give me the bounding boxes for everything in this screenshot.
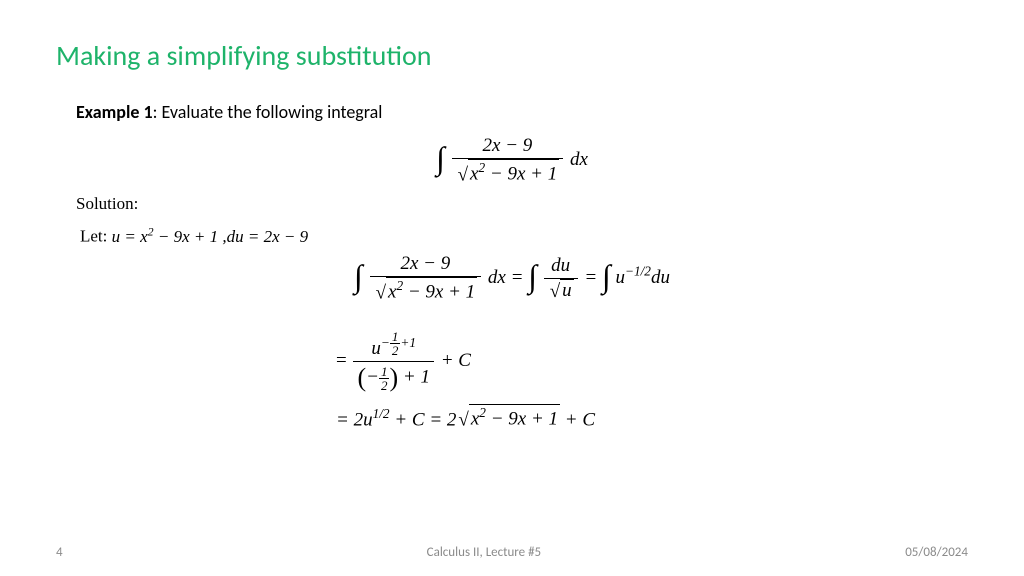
solution-label: Solution: [76, 194, 968, 214]
denominator: √x2 − 9x + 1 [452, 159, 564, 186]
integral-sign: ∫ [436, 140, 445, 177]
example-text: : Evaluate the following integral [153, 101, 383, 123]
numerator: 2x − 9 [452, 135, 564, 159]
slide-content: Making a simplifying substitution Exampl… [0, 0, 1024, 576]
final-answer: = 2u1/2 + C = 2√x2 − 9x + 1 + C [336, 405, 968, 431]
slide-title: Making a simplifying substitution [56, 38, 968, 73]
dx: dx [570, 149, 588, 170]
substitution-definition: Let: u = x2 − 9x + 1 ,du = 2x − 9 [80, 224, 968, 247]
power-rule-step: = u−12+1 (−12) + 1 + C [336, 330, 968, 393]
example-prompt: Example 1: Evaluate the following integr… [76, 101, 968, 123]
slide-footer: 4 Calculus II, Lecture #5 05/08/2024 [0, 545, 1024, 560]
integral-display: ∫ 2x − 9 √x2 − 9x + 1 dx [56, 135, 968, 186]
substitution-chain: ∫ 2x − 9 √x2 − 9x + 1 dx = ∫ du √u = ∫ u… [56, 253, 968, 304]
slide-date: 05/08/2024 [905, 545, 968, 560]
lecture-title: Calculus II, Lecture #5 [427, 545, 542, 560]
example-number: Example 1 [76, 101, 153, 123]
page-number: 4 [56, 545, 63, 560]
